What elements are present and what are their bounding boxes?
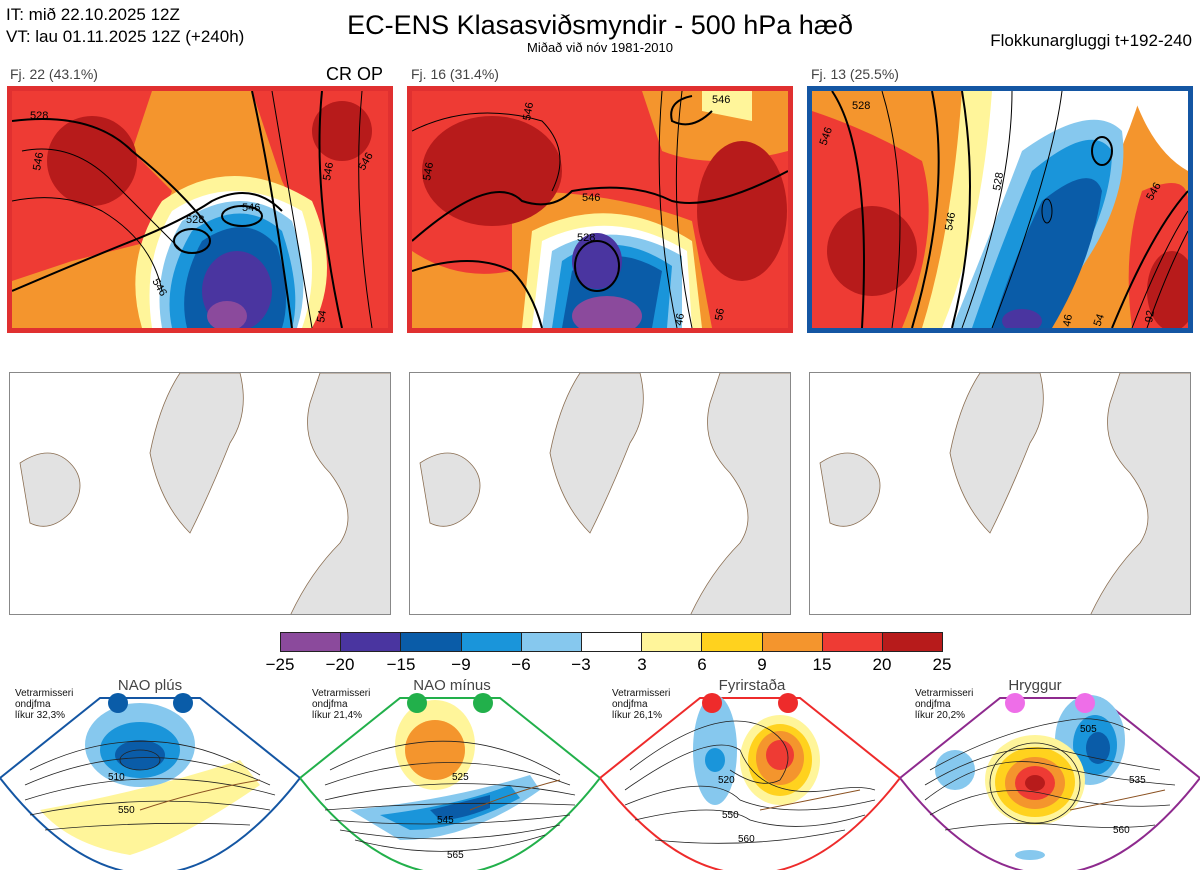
regime-4-contour-label: 535 [1129,775,1146,786]
cluster-2-map[interactable]: 546 546 546 546 528 46 56 [407,86,793,333]
cluster-2-contour-label: 546 [521,101,536,121]
colorbar-swatch [521,633,582,651]
regime-4-indicator-dot [1075,693,1095,713]
cluster-1-label: Fj. 22 (43.1%) [10,66,98,82]
regime-1-map[interactable]: 510 550 [0,690,300,870]
colorbar-tick: 25 [932,655,952,674]
cluster-2-contour-label: 546 [421,161,436,181]
header-info: IT: mið 22.10.2025 12Z VT: lau 01.11.202… [6,4,244,48]
land-outline [419,373,790,614]
cluster-1-tag: CR OP [326,64,384,84]
cluster-3-contour-label: 528 [852,100,870,112]
land-outline [819,373,1190,614]
page-title: EC-ENS Klasasviðsmyndir - 500 hPa hæð [347,10,853,40]
regime-4-title: Hryggur [1008,677,1062,694]
regime-4-info: Vetrarmisseri ondjfma líkur 20,2% [915,688,974,721]
cluster-2-anomaly-map: 546 546 546 546 528 46 56 [412,91,788,328]
cluster-3-contour-label: 54 [1092,312,1107,328]
cluster-1-contour-label: 546 [31,151,46,171]
colorbar-swatch [822,633,883,651]
cluster-3-anomaly-map: 528 546 528 546 546 54 46 92 [812,91,1188,328]
cluster-1-contour-label: 546 [242,202,260,214]
cluster-3-contour-label: 92 [1143,309,1157,323]
colorbar-tick: 9 [757,655,767,674]
regime-3-contour-label: 550 [722,810,739,821]
cluster-2-contour-label: 546 [712,94,730,106]
colorbar-tick: −25 [265,655,295,674]
colorbar-swatch [642,633,703,651]
regime-1-contour-label: 510 [108,772,125,783]
cluster-2-contour-label: 46 [673,312,687,326]
regime-2-contour-label: 545 [437,815,454,826]
regime-1-title: NAO plús [117,677,183,694]
regime-2-indicator-dot [473,693,493,713]
colorbar-swatch [702,633,763,651]
cluster-3-contour-label: 528 [991,171,1006,191]
colorbar-swatch [401,633,462,651]
cluster-2-label: Fj. 16 (31.4%) [411,66,499,82]
init-time: IT: mið 22.10.2025 12Z [6,5,180,24]
cluster-2-contour-label: 56 [713,307,727,321]
regime-1-contour-label: 550 [118,805,135,816]
colorbar-tick: 15 [812,655,832,674]
cluster-3-map[interactable]: 528 546 528 546 546 54 46 92 [807,86,1193,333]
colorbar-tick: −9 [451,655,471,674]
cluster-3-contour-label: 46 [1061,313,1075,327]
colorbar-tick: 6 [697,655,707,674]
cluster-3-contour-label: 546 [943,211,958,231]
cluster-1-contour-label: 528 [186,214,204,226]
regime-2-info: Vetrarmisseri ondjfma líkur 21,4% [312,688,371,721]
regime-4-contour-label: 505 [1080,724,1097,735]
cluster-1-contour-label: 54 [315,309,329,323]
cluster-1-contour-label: 528 [30,110,48,122]
regime-3-indicator-dot [702,693,722,713]
cluster-1-detail-map[interactable] [9,372,391,615]
page-subtitle: Miðað við nóv 1981-2010 [527,40,673,55]
regime-2-map[interactable]: 525 545 565 [300,690,600,870]
colorbar-swatch [461,633,522,651]
colorbar-swatch [281,633,342,651]
cluster-2-contour-label: 546 [582,192,600,204]
colorbar-swatch [341,633,402,651]
regime-1-indicator-dot [173,693,193,713]
regime-1-info: Vetrarmisseri ondjfma líkur 32,3% [15,688,74,721]
colorbar-tick: −6 [511,655,531,674]
regime-3-contour-label: 520 [718,775,735,786]
colorbar-tick: −20 [325,655,355,674]
regime-3-map[interactable]: 520 550 560 [600,690,900,870]
regime-4-indicator-dot [1005,693,1025,713]
classification-window: Flokkunargluggi t+192-240 [990,31,1192,50]
regime-1-indicator-dot [108,693,128,713]
regime-3-contour-label: 560 [738,834,755,845]
cluster-2-contour-label: 528 [577,232,595,244]
cluster-1-contour-label: 546 [321,161,336,181]
regime-2-indicator-dot [407,693,427,713]
valid-time: VT: lau 01.11.2025 12Z (+240h) [6,27,245,46]
colorbar-swatch [882,633,943,651]
regime-4-contour-label: 560 [1113,825,1130,836]
cluster-3-contour-label: 546 [818,126,836,147]
cluster-3-detail-map[interactable] [809,372,1191,615]
regime-2-contour-label: 525 [452,772,469,783]
regime-3-indicator-dot [778,693,798,713]
colorbar-swatch [581,633,643,651]
regime-3-info: Vetrarmisseri ondjfma líkur 26,1% [612,688,671,721]
cluster-2-detail-map[interactable] [409,372,791,615]
regime-4-map[interactable]: 505 535 560 [900,690,1200,870]
colorbar-tick: −15 [386,655,416,674]
colorbar-tick: 20 [872,655,892,674]
cluster-1-anomaly-map: 528 546 528 546 546 546 546 54 [12,91,388,328]
regime-3-title: Fyrirstaða [718,677,786,694]
regime-2-contour-label: 565 [447,850,464,861]
colorbar-swatch [762,633,823,651]
anomaly-colorbar [280,632,943,652]
regime-2-title: NAO mínus [413,677,491,694]
cluster-1-map[interactable]: 528 546 528 546 546 546 546 54 [7,86,393,333]
colorbar-tick: −3 [571,655,591,674]
colorbar-tick: 3 [637,655,647,674]
cluster-3-label: Fj. 13 (25.5%) [811,66,899,82]
land-outline [19,373,390,614]
